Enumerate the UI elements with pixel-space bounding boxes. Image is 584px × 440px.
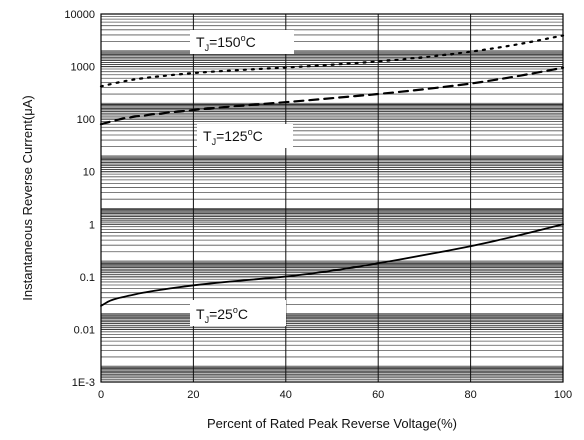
series-lines	[99, 34, 565, 307]
x-tick-label: 60	[372, 389, 384, 401]
x-tick-label: 20	[187, 389, 199, 401]
series-line-dashed	[99, 66, 565, 126]
y-tick-label: 1E-3	[72, 377, 95, 389]
curve-label-group: TJ=125oC	[197, 124, 293, 148]
x-axis-label: Percent of Rated Peak Reverse Voltage(%)	[207, 416, 457, 431]
x-tick-label: 40	[280, 389, 292, 401]
y-tick-label: 100	[77, 114, 95, 126]
curve-labels: TJ=150oC TJ=125oC TJ=25oC	[190, 30, 294, 326]
curve-label-box	[190, 300, 286, 326]
curve-label-group: TJ=25oC	[190, 300, 286, 326]
y-tick-label: 0.01	[74, 324, 95, 336]
grid-lines	[101, 14, 563, 383]
series-line-solid	[100, 223, 564, 307]
x-tick-label: 0	[98, 389, 104, 401]
curve-label-box	[197, 124, 293, 148]
y-tick-label: 1	[89, 219, 95, 231]
curve-label: TJ=25oC	[196, 305, 248, 325]
x-tick-label: 80	[464, 389, 476, 401]
series-line-dotted	[99, 34, 565, 88]
plot-frame	[100, 13, 564, 383]
tick-labels: 1E-3 0.01 0.1 1 10 100 1000 10000 0 20 40 60 80 100	[64, 9, 572, 401]
y-tick-label: 10000	[64, 9, 95, 21]
y-tick-label: 0.1	[80, 272, 95, 284]
y-axis-label: Instantaneous Reverse Current(μA)	[20, 95, 35, 300]
curve-label-group: TJ=150oC	[190, 30, 294, 54]
curve-label: TJ=150oC	[196, 33, 256, 53]
curve-label-box	[190, 30, 294, 54]
y-tick-label: 10	[83, 167, 95, 179]
y-tick-label: 1000	[71, 62, 95, 74]
curve-label: TJ=125oC	[203, 127, 263, 147]
x-tick-label: 100	[554, 389, 572, 401]
